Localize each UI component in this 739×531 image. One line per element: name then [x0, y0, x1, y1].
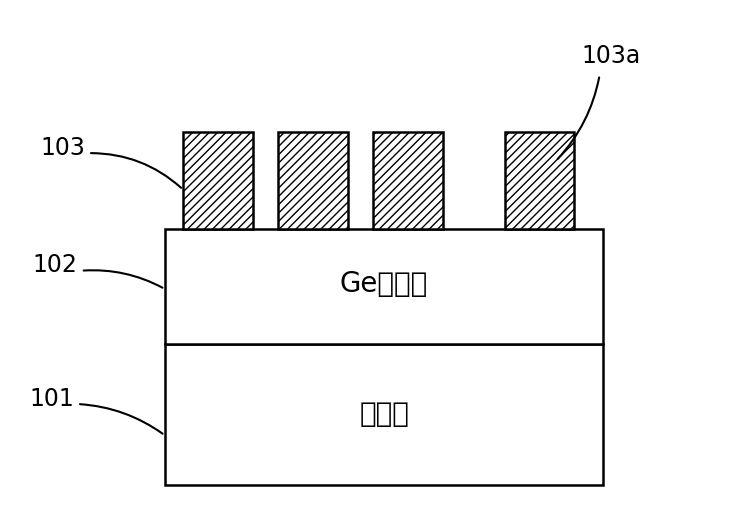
Bar	[183, 132, 253, 229]
Bar	[165, 344, 603, 485]
Bar	[373, 132, 443, 229]
Text: 101: 101	[30, 387, 74, 411]
Bar	[278, 132, 347, 229]
Text: 103a: 103a	[581, 45, 640, 68]
Text: 硅衬底: 硅衬底	[359, 400, 409, 429]
Text: 103: 103	[40, 136, 85, 160]
Bar	[505, 132, 574, 229]
Bar	[165, 229, 603, 344]
Text: 102: 102	[33, 253, 78, 278]
Text: Ge缓冲层: Ge缓冲层	[340, 270, 428, 298]
